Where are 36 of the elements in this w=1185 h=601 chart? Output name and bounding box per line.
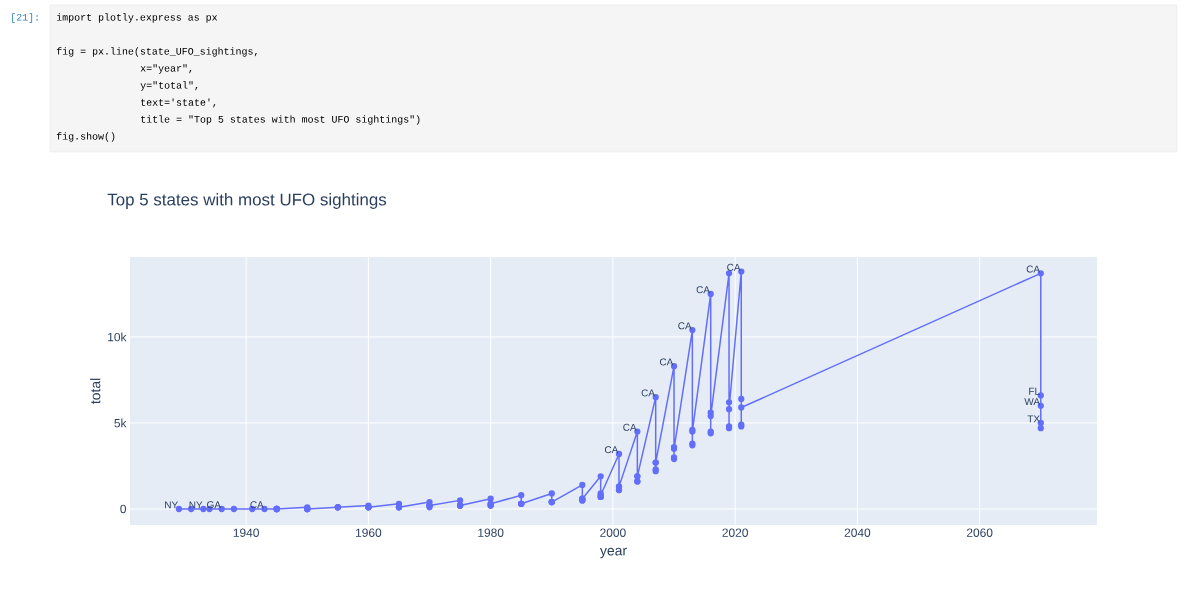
chart-title: Top 5 states with most UFO sightings [107, 193, 387, 209]
text: fig = px.line(state_UFO_sightings, [56, 47, 257, 57]
data-label: CA [250, 501, 264, 509]
x-axis-title: year [599, 547, 627, 559]
data-label: NY [165, 501, 178, 509]
x-tick-label: 2020 [722, 528, 748, 537]
data-label: CA [623, 423, 637, 431]
text: [21]: [12, 13, 38, 23]
text: fig.show() [56, 132, 115, 142]
data-label: WA [1024, 398, 1041, 406]
data-label: NY [189, 501, 203, 509]
data-label: CA [641, 389, 655, 397]
data-label: TX [1027, 415, 1040, 423]
y-tick-label: 5k [114, 418, 127, 428]
text: import plotly.express as px [56, 13, 218, 23]
data-label: FL [1029, 387, 1040, 395]
x-tick-label: 1960 [356, 528, 382, 537]
data-label: CA [604, 446, 619, 454]
text: title = "Top 5 states with most UFO sightings") [141, 115, 420, 125]
y-axis-title: total [90, 378, 101, 404]
data-label: GA [207, 501, 221, 509]
x-tick-label: 2060 [966, 528, 993, 537]
data-label: CA [727, 263, 741, 271]
text: text='state', [141, 98, 216, 108]
x-tick-label: 1940 [233, 528, 259, 537]
data-label: CA [678, 322, 692, 330]
data-label: CA [696, 286, 710, 294]
text: y="total", [140, 81, 198, 91]
y-tick-label: 0 [120, 504, 127, 514]
y-tick-label: 10k [108, 332, 127, 342]
x-tick-label: 2040 [844, 528, 871, 537]
data-label: CA [1026, 265, 1041, 273]
text: x="year", [140, 64, 192, 74]
x-tick-label: 1980 [478, 528, 504, 537]
data-label: CA [659, 358, 674, 366]
x-tick-label: 2000 [600, 528, 626, 537]
